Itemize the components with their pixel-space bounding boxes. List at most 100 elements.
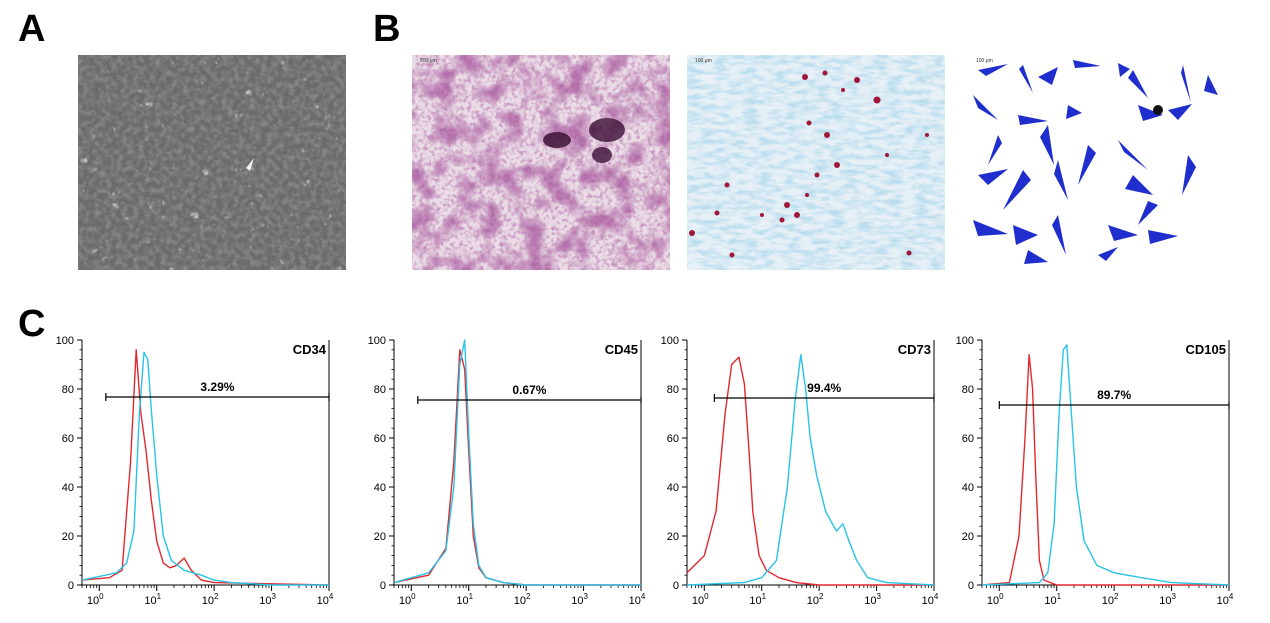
y-tick-label: 80 xyxy=(667,384,679,396)
marker-title: CD105 xyxy=(1186,342,1226,357)
x-tick-label: 101 xyxy=(749,592,766,607)
x-tick-exponent: 1 xyxy=(157,592,162,601)
y-tick-label: 100 xyxy=(368,335,386,347)
series-line-sample xyxy=(686,354,935,586)
x-tick-exponent: 3 xyxy=(1171,592,1176,601)
x-tick-label: 101 xyxy=(456,592,473,607)
purple-stain-image xyxy=(412,55,670,270)
x-tick-label: 100 xyxy=(987,592,1004,607)
y-tick-label: 80 xyxy=(62,384,74,396)
y-tick-label: 80 xyxy=(962,384,974,396)
y-tick-label: 40 xyxy=(962,482,974,494)
x-tick-exponent: 3 xyxy=(583,592,588,601)
blue-stain-image xyxy=(968,55,1226,270)
phase-contrast-micrograph xyxy=(78,55,346,270)
phase-contrast-image xyxy=(78,55,346,270)
x-tick-label: 102 xyxy=(1102,592,1119,607)
x-tick-exponent: 3 xyxy=(271,592,276,601)
y-tick-label: 40 xyxy=(62,482,74,494)
y-tick-label: 0 xyxy=(68,580,74,592)
y-tick-label: 100 xyxy=(956,335,974,347)
y-tick-label: 100 xyxy=(661,335,679,347)
x-tick-exponent: 0 xyxy=(411,592,416,601)
x-tick-exponent: 3 xyxy=(876,592,881,601)
y-tick-label: 20 xyxy=(667,531,679,543)
x-tick-label: 102 xyxy=(807,592,824,607)
histogram-cd45: 0 20 40 60 80 100 100 101 102 103 104 0.67% CD45 xyxy=(362,335,662,615)
x-tick-label: 104 xyxy=(1217,592,1234,607)
scale-bar-label: 100 µm xyxy=(976,58,993,64)
gate-percent-label: 99.4% xyxy=(807,381,841,395)
y-tick-label: 0 xyxy=(968,580,974,592)
panel-label-b: B xyxy=(373,8,401,50)
histogram-cd105: 0 20 40 60 80 100 100 101 102 103 104 89.7% CD105 xyxy=(950,335,1250,615)
histogram-cd73: 0 20 40 60 80 100 100 101 102 103 104 99.4% CD73 xyxy=(655,335,955,615)
y-tick-label: 20 xyxy=(962,531,974,543)
x-tick-exponent: 0 xyxy=(704,592,709,601)
x-tick-label: 103 xyxy=(571,592,588,607)
arrowhead-icon xyxy=(246,158,254,171)
x-tick-exponent: 2 xyxy=(819,592,824,601)
y-tick-label: 20 xyxy=(374,531,386,543)
y-tick-label: 0 xyxy=(673,580,679,592)
x-tick-label: 103 xyxy=(1159,592,1176,607)
marker-title: CD73 xyxy=(898,342,931,357)
y-tick-label: 0 xyxy=(380,580,386,592)
series-line-sample xyxy=(393,339,641,586)
panel-label-c: C xyxy=(18,303,46,345)
x-tick-exponent: 4 xyxy=(1229,592,1234,601)
y-tick-label: 80 xyxy=(374,384,386,396)
x-tick-label: 104 xyxy=(629,592,646,607)
series-line-control xyxy=(981,354,1229,586)
x-tick-label: 102 xyxy=(202,592,219,607)
y-tick-label: 60 xyxy=(962,433,974,445)
x-tick-label: 102 xyxy=(514,592,531,607)
scale-bar-label: 200 µm xyxy=(420,58,437,64)
y-tick-label: 60 xyxy=(667,433,679,445)
gate-percent-label: 0.67% xyxy=(512,383,546,397)
x-tick-label: 100 xyxy=(692,592,709,607)
x-tick-exponent: 1 xyxy=(1057,592,1062,601)
osteogenic-stain-micrograph: 200 µm xyxy=(412,55,670,270)
x-tick-exponent: 0 xyxy=(999,592,1004,601)
adipogenic-stain-micrograph: 100 µm xyxy=(687,55,945,270)
y-tick-label: 60 xyxy=(374,433,386,445)
x-tick-exponent: 2 xyxy=(214,592,219,601)
x-tick-label: 103 xyxy=(864,592,881,607)
series-line-sample xyxy=(981,344,1230,586)
marker-title: CD45 xyxy=(605,342,638,357)
y-tick-label: 20 xyxy=(62,531,74,543)
x-tick-exponent: 0 xyxy=(99,592,104,601)
x-tick-exponent: 4 xyxy=(934,592,939,601)
histogram-cd34: 0 20 40 60 80 100 100 101 102 103 104 3.29% CD34 xyxy=(50,335,350,615)
y-tick-label: 100 xyxy=(56,335,74,347)
x-tick-label: 103 xyxy=(259,592,276,607)
gate-percent-label: 89.7% xyxy=(1097,388,1131,402)
y-tick-label: 60 xyxy=(62,433,74,445)
series-line-control xyxy=(686,356,934,586)
marker-title: CD34 xyxy=(293,342,327,357)
y-tick-label: 40 xyxy=(667,482,679,494)
oil-red-stain-image xyxy=(687,55,945,270)
gate-percent-label: 3.29% xyxy=(200,380,234,394)
x-tick-exponent: 1 xyxy=(469,592,474,601)
x-tick-label: 100 xyxy=(399,592,416,607)
x-tick-label: 104 xyxy=(317,592,334,607)
panel-label-a: A xyxy=(18,8,46,50)
x-tick-label: 101 xyxy=(144,592,161,607)
chondrogenic-stain-micrograph: 100 µm xyxy=(968,55,1226,270)
x-tick-exponent: 2 xyxy=(526,592,531,601)
y-tick-label: 40 xyxy=(374,482,386,494)
x-tick-exponent: 1 xyxy=(762,592,767,601)
x-tick-exponent: 2 xyxy=(1114,592,1119,601)
x-tick-label: 101 xyxy=(1044,592,1061,607)
x-tick-label: 100 xyxy=(87,592,104,607)
x-tick-label: 104 xyxy=(922,592,939,607)
series-line-sample xyxy=(81,351,329,586)
x-tick-exponent: 4 xyxy=(329,592,334,601)
x-tick-exponent: 4 xyxy=(641,592,646,601)
